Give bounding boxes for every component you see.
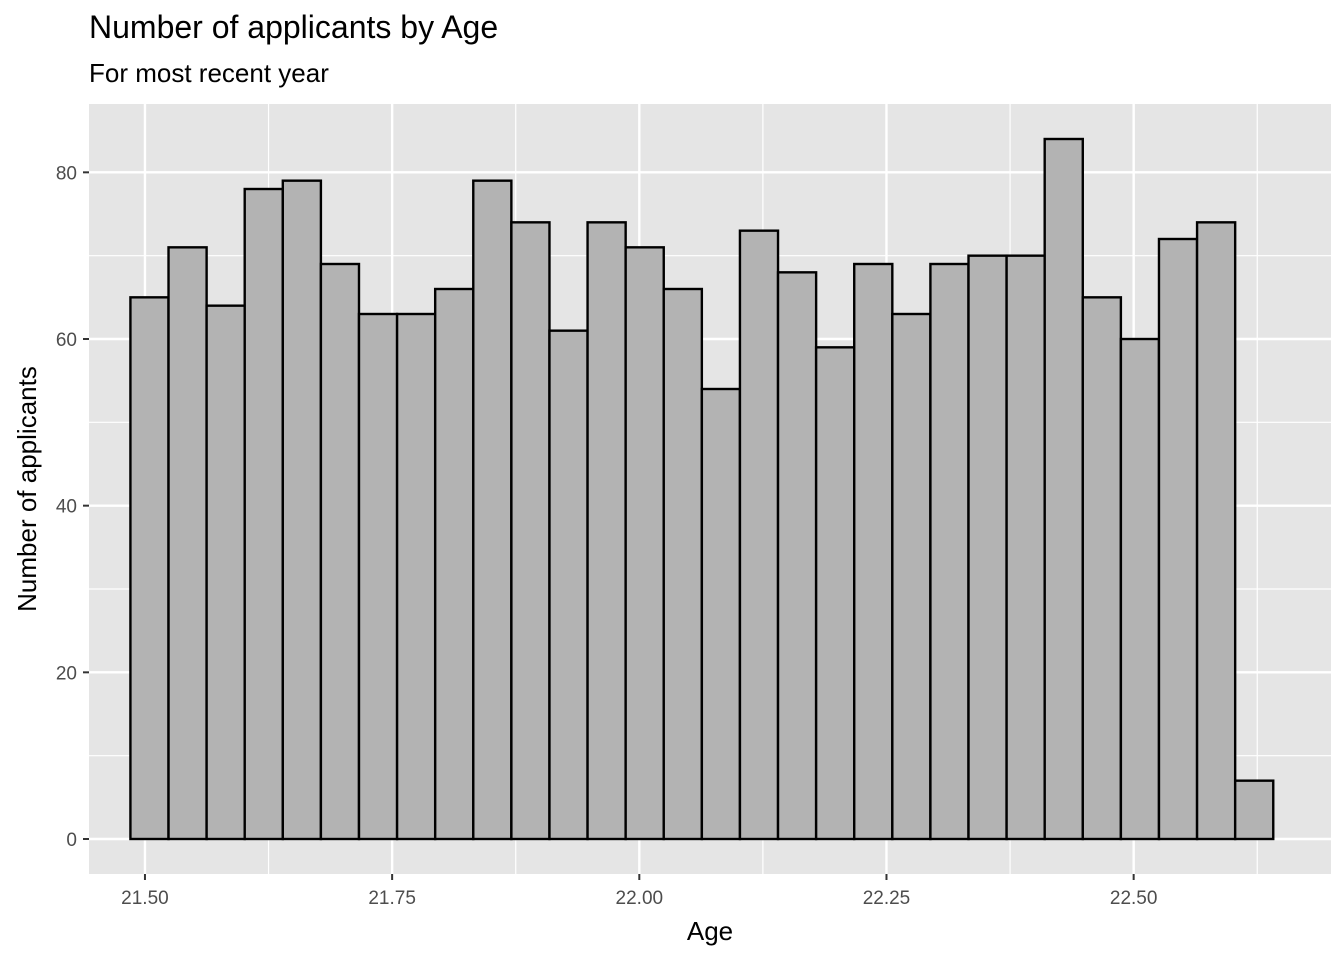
histogram-bar xyxy=(1043,137,1084,841)
histogram-bar xyxy=(1233,779,1275,841)
x-axis: 21.50 21.75 22.00 22.25 22.50 xyxy=(121,874,1157,909)
x-axis-title: Age xyxy=(687,916,733,946)
histogram-bar xyxy=(1081,296,1123,841)
histogram-bar xyxy=(357,312,399,841)
histogram-bar xyxy=(586,221,627,841)
histogram-bar xyxy=(243,187,285,841)
histogram-bar xyxy=(1157,237,1199,841)
histogram-bar xyxy=(700,387,742,841)
x-tick-label: 22.50 xyxy=(1110,888,1158,909)
histogram-bar xyxy=(891,312,932,841)
y-tick-label: 0 xyxy=(66,830,77,851)
histogram-bar xyxy=(319,262,361,841)
x-tick-label: 22.00 xyxy=(616,888,664,909)
histogram-bar xyxy=(929,262,970,841)
histogram-bar xyxy=(167,246,208,841)
chart-title: Number of applicants by Age xyxy=(89,9,499,45)
y-axis: 0 20 40 60 80 xyxy=(56,163,89,851)
y-tick-label: 80 xyxy=(56,163,77,184)
histogram-bar xyxy=(548,329,589,841)
x-tick-label: 21.75 xyxy=(368,888,416,909)
histogram-bar xyxy=(433,287,475,841)
x-tick-label: 21.50 xyxy=(121,888,169,909)
histogram-bar xyxy=(853,262,894,841)
y-tick-label: 60 xyxy=(56,330,77,351)
histogram-bar xyxy=(510,221,551,841)
chart-subtitle: For most recent year xyxy=(89,58,329,88)
x-tick-label: 22.25 xyxy=(863,888,911,909)
histogram-bar xyxy=(205,304,246,841)
y-tick-label: 20 xyxy=(56,663,77,684)
histogram-bar xyxy=(662,287,704,841)
histogram-bars xyxy=(129,137,1275,841)
histogram-bar xyxy=(1005,254,1046,841)
histogram-bar xyxy=(738,229,780,841)
histogram-bar xyxy=(1119,337,1161,841)
histogram-bar xyxy=(776,271,818,841)
histogram-bar xyxy=(281,179,323,841)
histogram-bar xyxy=(624,246,665,841)
histogram-bar xyxy=(1195,221,1237,841)
histogram-bar xyxy=(814,346,856,841)
y-tick-label: 40 xyxy=(56,497,77,518)
histogram-bar xyxy=(967,254,1008,841)
histogram-bar xyxy=(129,296,170,841)
histogram-bar xyxy=(395,312,437,841)
y-axis-title: Number of applicants xyxy=(12,366,42,612)
histogram-bar xyxy=(472,179,513,841)
